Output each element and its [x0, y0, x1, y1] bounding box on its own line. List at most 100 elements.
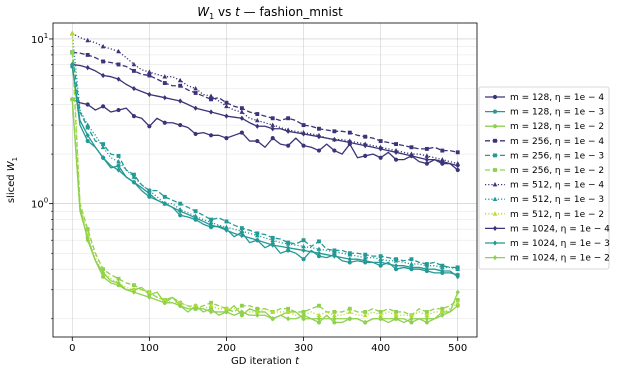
data-point	[116, 280, 121, 286]
data-point	[316, 148, 322, 153]
data-point	[286, 306, 291, 311]
data-point	[424, 146, 429, 151]
data-point	[131, 68, 136, 73]
data-point	[162, 201, 167, 207]
data-point	[285, 309, 291, 314]
data-point	[254, 232, 260, 238]
data-point	[332, 148, 337, 153]
data-point	[439, 309, 445, 314]
data-point	[301, 310, 306, 314]
title-dataset: — fashion_mnist	[240, 5, 343, 19]
data-point	[270, 242, 275, 248]
series-4	[70, 50, 460, 155]
data-point	[101, 59, 106, 64]
data-point	[409, 145, 414, 150]
data-point	[193, 303, 198, 308]
data-point	[255, 237, 260, 243]
legend-marker	[492, 124, 498, 129]
data-point	[332, 312, 337, 318]
legend-marker	[492, 240, 498, 246]
data-point	[347, 260, 352, 265]
data-point	[239, 303, 244, 308]
data-point	[224, 113, 229, 119]
data-point	[85, 52, 90, 57]
data-point	[147, 73, 152, 78]
data-point	[440, 268, 445, 274]
legend-label: m = 1024, η = 1e − 4	[510, 224, 610, 234]
data-point	[332, 253, 337, 259]
data-point	[255, 112, 260, 116]
data-point	[409, 153, 414, 159]
data-point	[193, 209, 198, 214]
data-point	[439, 264, 445, 270]
data-point	[193, 105, 198, 111]
data-point	[193, 91, 198, 95]
data-point	[301, 143, 306, 148]
data-point	[116, 153, 121, 158]
data-point	[317, 126, 321, 131]
data-point	[255, 138, 260, 144]
data-point	[239, 115, 244, 121]
data-point	[363, 252, 368, 257]
data-point	[147, 124, 152, 129]
data-point	[424, 320, 429, 325]
data-point	[301, 131, 306, 137]
data-point	[424, 263, 430, 268]
data-point	[378, 254, 383, 259]
legend-item: m = 1024, η = 1e − 3	[485, 239, 610, 249]
data-point	[317, 303, 321, 308]
series-line	[71, 64, 459, 278]
title-vs: vs	[214, 5, 235, 19]
data-point	[116, 62, 121, 67]
data-point	[101, 274, 106, 279]
data-point	[254, 309, 260, 314]
data-point	[101, 267, 106, 272]
legend-marker	[492, 225, 498, 231]
data-point	[455, 300, 461, 305]
data-point	[209, 217, 213, 222]
legend-item: m = 128, η = 1e − 3	[485, 108, 604, 118]
series-line	[71, 99, 459, 324]
legend-label: m = 128, η = 1e − 2	[510, 122, 604, 132]
data-point	[116, 48, 121, 54]
data-point	[378, 155, 383, 160]
data-point	[393, 267, 399, 272]
data-point	[208, 303, 214, 308]
data-point	[239, 313, 244, 318]
data-point	[224, 100, 229, 105]
legend-label: m = 256, η = 1e − 2	[510, 166, 604, 176]
data-point	[455, 167, 460, 173]
data-point	[285, 241, 291, 246]
data-point	[239, 309, 244, 315]
legend-label: m = 256, η = 1e − 4	[510, 137, 604, 147]
series-11	[70, 61, 460, 280]
data-point	[270, 126, 275, 132]
data-point	[301, 247, 306, 254]
series-line	[71, 33, 459, 316]
x-axis-label: GD iteration t	[231, 356, 300, 367]
data-point	[347, 316, 352, 322]
data-point	[286, 248, 291, 253]
data-point	[393, 263, 399, 269]
data-point	[131, 287, 137, 292]
legend-label: m = 1024, η = 1e − 2	[510, 254, 610, 264]
legend-marker	[492, 94, 498, 100]
data-point	[378, 256, 383, 262]
data-point	[178, 83, 183, 88]
data-point	[455, 274, 460, 280]
legend-marker	[492, 211, 498, 216]
legend-item: m = 256, η = 1e − 4	[485, 137, 604, 147]
data-point	[455, 298, 460, 302]
legend-item: m = 128, η = 1e − 4	[485, 93, 604, 103]
data-point	[378, 139, 383, 143]
data-point	[85, 237, 90, 243]
data-point	[286, 116, 291, 121]
data-point	[301, 316, 306, 321]
x-tick-label: 400	[371, 343, 390, 354]
data-point	[301, 312, 306, 318]
data-point	[378, 312, 383, 318]
data-point	[85, 37, 91, 43]
data-point	[286, 316, 291, 322]
data-point	[332, 316, 337, 322]
